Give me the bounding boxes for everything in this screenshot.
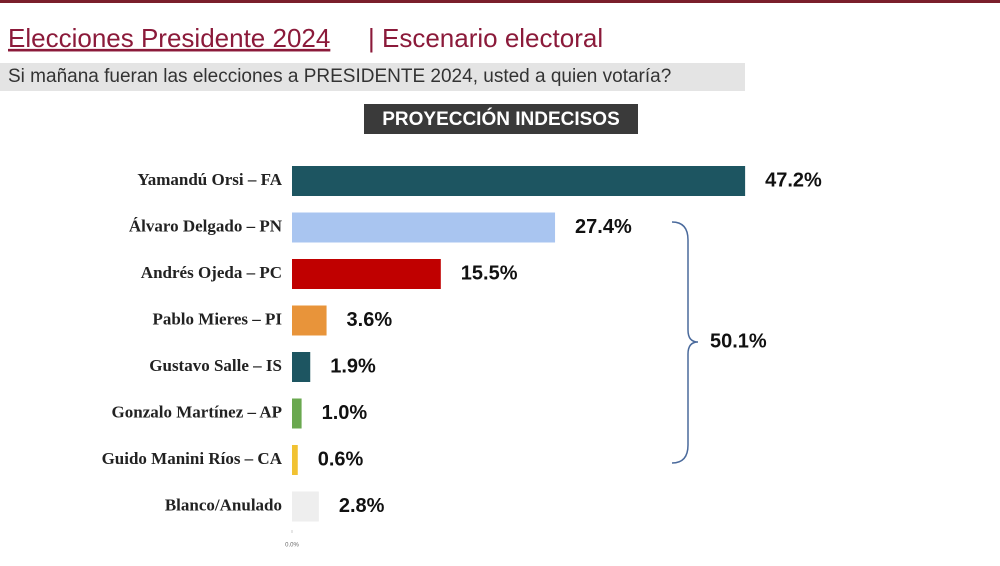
bar bbox=[292, 445, 298, 475]
category-label: Pablo Mieres – PI bbox=[152, 309, 282, 328]
bar bbox=[292, 352, 311, 382]
category-label: Blanco/Anulado bbox=[165, 495, 282, 514]
bracket-label: 50.1% bbox=[710, 330, 767, 352]
heading-box bbox=[364, 104, 638, 134]
chart-title-suffix: | Escenario electoral bbox=[368, 23, 603, 53]
bar bbox=[292, 166, 746, 196]
top-border bbox=[0, 0, 1000, 3]
value-label: 1.9% bbox=[330, 355, 376, 377]
subtitle: Si mañana fueran las elecciones a PRESID… bbox=[8, 66, 671, 87]
bracket bbox=[671, 221, 699, 464]
bar bbox=[292, 212, 556, 243]
category-label: Álvaro Delgado – PN bbox=[129, 216, 283, 235]
x-tick-label: 0.0% bbox=[285, 543, 299, 549]
category-label: Yamandú Orsi – FA bbox=[137, 170, 282, 189]
category-label: Guido Manini Ríos – CA bbox=[102, 449, 283, 468]
category-label: Gustavo Salle – IS bbox=[149, 356, 282, 375]
category-label: Andrés Ojeda – PC bbox=[141, 263, 282, 282]
value-label: 47.2% bbox=[765, 169, 822, 191]
bar bbox=[292, 259, 441, 289]
bar bbox=[292, 398, 302, 429]
value-label: 1.0% bbox=[322, 402, 368, 424]
bar bbox=[292, 305, 327, 336]
value-label: 0.6% bbox=[318, 448, 364, 470]
value-label: 2.8% bbox=[339, 495, 385, 517]
heading: PROYECCIÓN INDECISOS bbox=[382, 108, 620, 130]
category-label: Gonzalo Martínez – AP bbox=[112, 402, 282, 421]
bar bbox=[292, 491, 319, 522]
value-label: 27.4% bbox=[575, 216, 632, 238]
chart-title: Elecciones Presidente 2024 bbox=[8, 23, 330, 53]
value-label: 15.5% bbox=[461, 262, 518, 284]
value-label: 3.6% bbox=[347, 309, 393, 331]
subtitle-band bbox=[0, 63, 745, 91]
